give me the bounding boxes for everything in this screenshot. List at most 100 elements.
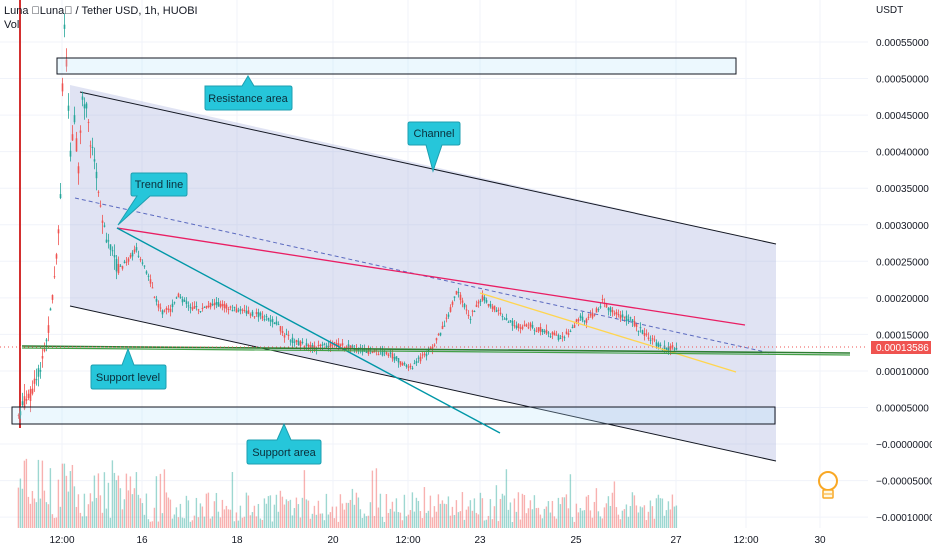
volume-bar [249, 515, 252, 528]
callout-resistance-text: Resistance area [208, 93, 288, 105]
callout-resistance[interactable]: Resistance area [204, 75, 293, 111]
lightbulb-icon[interactable] [818, 471, 838, 499]
volume-bar [137, 494, 140, 528]
candle-body [455, 291, 458, 295]
volume-bar [293, 508, 296, 528]
candle-body [659, 344, 662, 346]
candle-body [77, 166, 80, 174]
volume-bar [161, 513, 164, 528]
volume-bar [345, 502, 348, 528]
volume-bar [93, 475, 96, 528]
volume-bar [369, 502, 372, 528]
volume-bar [523, 495, 526, 528]
teal-trend-line[interactable] [116, 227, 501, 434]
volume-bar [211, 516, 214, 528]
volume-bar [241, 517, 244, 528]
volume-bar [213, 501, 216, 528]
volume-bar [265, 503, 268, 528]
volume-bar [581, 510, 584, 528]
candle-body [485, 300, 488, 303]
volume-bar [253, 505, 256, 528]
volume-bar [37, 459, 40, 528]
candle-body [417, 357, 420, 359]
pink-trend-line[interactable] [116, 227, 746, 326]
volume-bar [477, 514, 480, 528]
volume-bar [173, 514, 176, 528]
volume-bar [589, 510, 592, 528]
channel-upper-line[interactable] [79, 91, 777, 245]
callout-support-area[interactable]: Support area [246, 422, 322, 465]
volume-bar [517, 492, 520, 528]
volume-bar [481, 498, 484, 528]
volume-bar [371, 470, 374, 528]
candle-body [195, 306, 198, 308]
volume-bar [533, 495, 536, 528]
volume-bar [437, 494, 440, 528]
candle-body [577, 319, 580, 321]
volume-bar [225, 505, 228, 528]
candle-body [363, 349, 366, 351]
volume-bar [563, 497, 566, 528]
candle-body [23, 396, 26, 409]
volume-bar [109, 517, 112, 528]
volume-bar [23, 460, 26, 528]
volume-bar [325, 493, 328, 528]
volume-bar [119, 488, 122, 528]
candle-body [409, 365, 412, 368]
volume-bar [205, 493, 208, 528]
volume-bar [319, 513, 322, 528]
volume-bar [487, 515, 490, 528]
volume-bar [177, 517, 180, 528]
candle-body [465, 309, 468, 311]
candle-body [145, 271, 148, 274]
candle-body [323, 343, 326, 345]
volume-bar [629, 506, 632, 528]
candle-body [673, 348, 676, 350]
candle-body [467, 314, 470, 316]
channel-lower-line[interactable] [69, 305, 777, 462]
volume-bar [367, 515, 370, 528]
resistance-area-box[interactable] [56, 57, 737, 75]
candle-body [267, 317, 270, 321]
candle-body [97, 191, 100, 193]
support-level-line-2[interactable] [21, 347, 851, 356]
volume-bar [103, 472, 106, 528]
candle-body [649, 339, 652, 341]
candle-body [627, 319, 630, 322]
volume-bar [193, 515, 196, 528]
volume-bar [655, 498, 658, 528]
volume-bar [147, 519, 150, 528]
volume-bar [169, 499, 172, 528]
volume-bar [87, 504, 90, 528]
callout-trend-line[interactable]: Trend line [117, 172, 188, 226]
volume-bar [17, 487, 20, 528]
candle-body [479, 300, 482, 302]
volume-bar [641, 507, 644, 528]
volume-bar [259, 518, 262, 528]
volume-bar [71, 464, 74, 528]
candle-body [269, 320, 272, 322]
callout-support-level[interactable]: Support level [90, 347, 167, 390]
volume-bar [187, 500, 190, 528]
candle-body [655, 342, 658, 347]
candle-body [157, 303, 160, 308]
volume-bar [567, 508, 570, 528]
candle-body [189, 307, 192, 309]
candle-body [381, 350, 384, 356]
time-axis[interactable]: 12:00 16 18 20 12:00 23 25 27 12:00 30 [49, 535, 826, 546]
candle-body [443, 325, 446, 327]
volume-bar [21, 488, 24, 528]
yellow-trend-line[interactable] [479, 292, 737, 373]
volume-bar [429, 495, 432, 528]
callout-channel[interactable]: Channel [407, 121, 461, 173]
volume-bar [513, 498, 516, 528]
candle-body [221, 304, 224, 307]
price-axis[interactable]: USDT 0.00055000 0.00050000 0.00045000 0.000… [876, 5, 932, 524]
candle-body [509, 320, 512, 322]
volume-bar [593, 501, 596, 528]
volume-bar [601, 518, 604, 528]
candle-body [41, 356, 44, 359]
support-area-box[interactable] [11, 406, 776, 425]
volume-bar [303, 470, 306, 528]
